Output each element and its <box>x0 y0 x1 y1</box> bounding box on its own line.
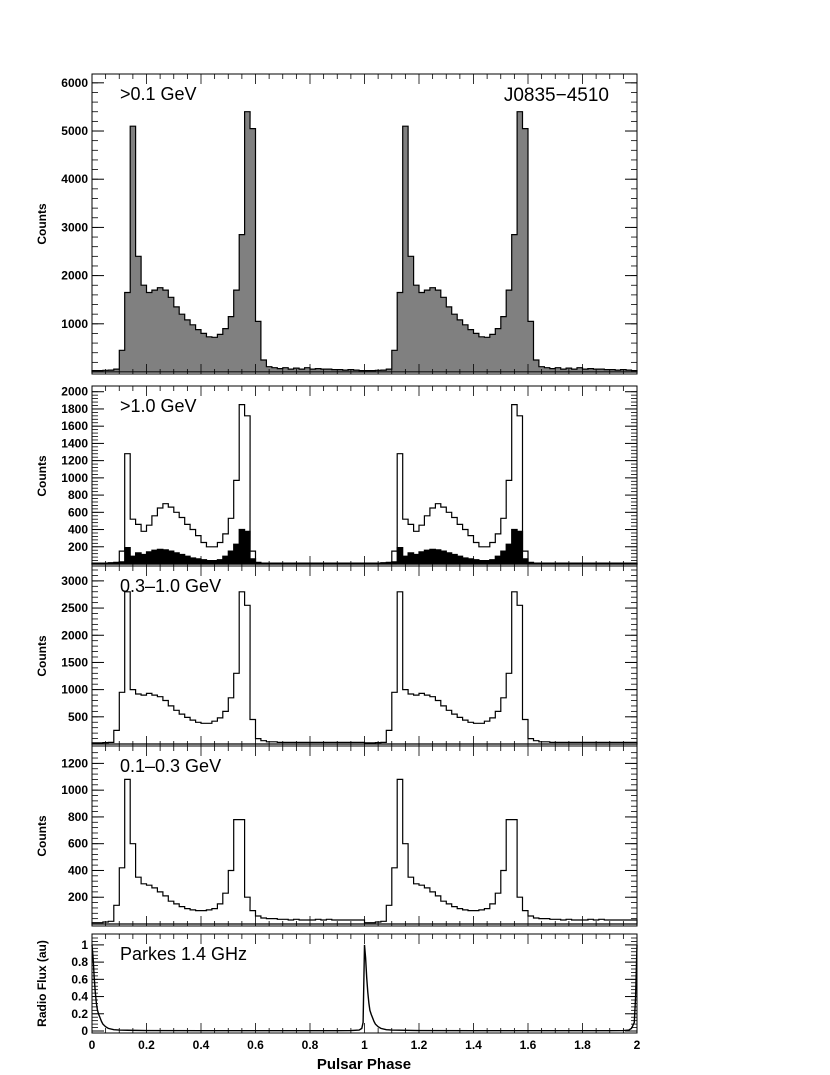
panel-energy-label: 0.3–1.0 GeV <box>120 576 221 596</box>
x-tick-label: 1 <box>361 1038 368 1052</box>
y-tick-label: 1200 <box>61 756 88 770</box>
y-tick-label: 5000 <box>61 124 88 138</box>
x-tick-label: 0.8 <box>302 1038 319 1052</box>
y-tick-label: 800 <box>68 810 88 824</box>
y-tick-label: 400 <box>68 523 88 537</box>
y-tick-label: 1800 <box>61 402 88 416</box>
x-tick-label: 0.4 <box>193 1038 210 1052</box>
y-tick-label: 3000 <box>61 574 88 588</box>
radio-profile-line <box>91 944 638 1032</box>
y-tick-label: 1000 <box>61 317 88 331</box>
x-tick-label: 1.8 <box>574 1038 591 1052</box>
y-tick-label: 600 <box>68 505 88 519</box>
y-tick-label: 500 <box>68 710 88 724</box>
y-axis-title: Radio Flux (au) <box>35 940 49 1027</box>
y-tick-label: 0 <box>81 1024 88 1038</box>
y-axis-title: Counts <box>35 635 49 677</box>
panel-energy-label: >0.1 GeV <box>120 84 197 104</box>
y-tick-label: 2000 <box>61 628 88 642</box>
y-axis-title: Counts <box>35 455 49 497</box>
y-tick-label: 1 <box>81 938 88 952</box>
histogram-series-1 <box>91 111 638 373</box>
y-tick-label: 1000 <box>61 783 88 797</box>
histogram-series-1 <box>91 778 638 925</box>
panel-5: 0 0.2 0.4 0.6 0.8 1 0 0.2 0.4 0.6 0.8 1 1.2 1.4 1.6 1.8… <box>35 933 641 1052</box>
y-tick-label: 2000 <box>61 269 88 283</box>
x-tick-label: 2 <box>634 1038 641 1052</box>
y-tick-label: 800 <box>68 488 88 502</box>
y-tick-label: 400 <box>68 863 88 877</box>
y-tick-label: 3000 <box>61 220 88 234</box>
x-tick-label: 0.6 <box>247 1038 264 1052</box>
y-tick-label: 200 <box>68 890 88 904</box>
panel-2: 200 400 600 800 1000 1200 1400 1600 1800 2000 Coun… <box>35 385 638 567</box>
panel-4: 200 400 600 800 1000 1200 Counts 0.1–0.3 GeV <box>35 745 638 927</box>
y-tick-label: 200 <box>68 540 88 554</box>
panel-energy-label: 0.1–0.3 GeV <box>120 756 221 776</box>
panel-energy-label: Parkes 1.4 GHz <box>120 944 247 964</box>
x-tick-label: 1.4 <box>465 1038 482 1052</box>
x-tick-label: 0.2 <box>138 1038 155 1052</box>
y-tick-label: 2000 <box>61 385 88 399</box>
y-tick-label: 1500 <box>61 655 88 669</box>
y-axis-title: Counts <box>35 203 49 245</box>
y-tick-label: 1400 <box>61 436 88 450</box>
y-tick-label: 1200 <box>61 454 88 468</box>
x-tick-label: 0 <box>89 1038 96 1052</box>
panel-1: 1000 2000 3000 4000 5000 6000 Counts >0.1 GeV <box>35 73 638 375</box>
y-tick-label: 2500 <box>61 601 88 615</box>
histogram-series-1 <box>91 404 638 565</box>
y-tick-label: 0.2 <box>71 1007 88 1021</box>
x-tick-label: 1.6 <box>520 1038 537 1052</box>
y-tick-label: 0.4 <box>71 990 88 1004</box>
source-label: J0835−4510 <box>504 85 609 106</box>
x-axis-title: Pulsar Phase <box>317 1056 411 1073</box>
panel-energy-label: >1.0 GeV <box>120 396 197 416</box>
y-tick-label: 0.6 <box>71 972 88 986</box>
y-tick-label: 6000 <box>61 76 88 90</box>
y-tick-label: 1000 <box>61 683 88 697</box>
x-tick-label: 1.2 <box>411 1038 428 1052</box>
panel-3: 500 1000 1500 2000 2500 3000 Counts 0.3–1.0 GeV <box>35 565 638 747</box>
y-tick-label: 4000 <box>61 172 88 186</box>
y-axis-title: Counts <box>35 815 49 857</box>
y-tick-label: 600 <box>68 837 88 851</box>
y-tick-label: 1600 <box>61 419 88 433</box>
y-tick-label: 0.8 <box>71 955 88 969</box>
y-tick-label: 1000 <box>61 471 88 485</box>
histogram-series-1 <box>91 591 638 745</box>
